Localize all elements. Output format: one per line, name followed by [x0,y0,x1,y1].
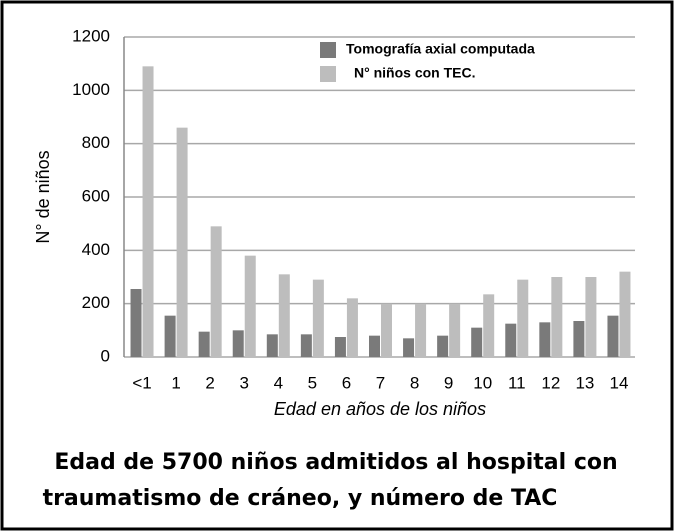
bar [176,127,188,358]
bar [471,327,483,357]
bar [142,66,154,357]
legend-swatch [320,42,336,58]
y-axis-label: N° de niños [33,150,53,243]
y-tick-label: 800 [82,133,110,152]
x-tick-label: 3 [239,373,248,392]
bar [369,335,380,357]
bar [232,330,244,357]
y-tick-label: 1000 [72,80,110,99]
bar [266,334,278,357]
x-tick-label: 4 [274,373,283,392]
legend-label: Tomografía axial computada [346,41,535,57]
bar [403,338,415,357]
bar [437,335,449,357]
x-tick-label: 8 [410,373,419,392]
y-tick-label: 600 [82,186,110,205]
x-tick-label: <1 [132,373,151,392]
x-tick-label: 9 [444,373,453,392]
bar [130,289,142,357]
bar [210,226,222,357]
bar [573,321,585,357]
y-tick-label: 1200 [72,26,110,45]
x-tick-label: 1 [171,373,180,392]
bar [164,315,176,357]
bar [517,279,529,357]
caption-line: traumatismo de cráneo, y número de TAC [43,486,558,511]
bar [198,331,210,357]
bar [505,323,517,357]
bar [449,303,461,357]
legend-swatch [320,66,336,82]
bar [381,303,392,357]
bar [312,279,324,357]
bar [278,274,290,357]
x-tick-label: 10 [473,373,492,392]
bar [346,298,358,357]
bar [585,277,597,357]
y-tick-label: 400 [82,240,110,259]
x-tick-label: 14 [610,373,629,392]
y-tick-label: 200 [82,293,110,312]
x-tick-label: 7 [376,373,385,392]
bar [607,315,619,357]
bar [300,334,312,357]
bar [539,322,551,357]
bar [483,294,495,357]
x-tick-label: 13 [575,373,594,392]
x-tick-label: 2 [205,373,214,392]
x-axis-label: Edad en años de los niños [274,399,486,419]
x-tick-label: 12 [541,373,560,392]
x-tick-label: 6 [342,373,351,392]
legend-label: N° niños con TEC. [354,65,476,81]
bar [334,337,346,357]
caption-line: Edad de 5700 niños admitidos al hospital… [54,450,617,475]
bar [551,277,563,357]
x-tick-label: 5 [308,373,317,392]
y-tick-label: 0 [101,346,110,365]
bar [415,303,427,357]
x-tick-label: 11 [508,373,526,392]
bar [619,271,631,357]
bar [244,255,256,357]
